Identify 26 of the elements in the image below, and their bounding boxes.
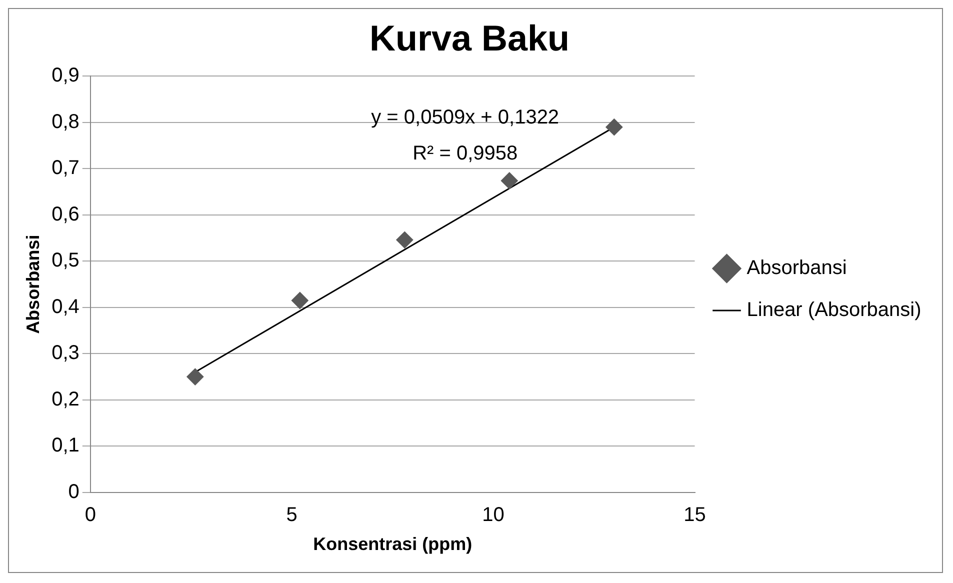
y-tick-label: 0,7 <box>52 157 80 180</box>
x-tick-label: 0 <box>84 504 96 526</box>
y-tick-label: 0,4 <box>52 296 80 318</box>
y-axis-title: Absorbansi <box>22 234 43 334</box>
legend-label: Linear (Absorbansi) <box>746 299 922 322</box>
y-tick-label: 0,6 <box>52 203 80 226</box>
annotation: y = 0,0509x + 0,1322 <box>371 106 560 129</box>
x-tick-label: 5 <box>286 504 298 526</box>
y-tick-label: 0,2 <box>52 388 80 410</box>
x-tick-label: 15 <box>684 504 706 526</box>
y-tick-label: 0,5 <box>52 250 80 272</box>
y-tick-label: 0,8 <box>52 110 80 133</box>
chart-title: Kurva Baku <box>369 18 570 59</box>
point <box>291 292 308 309</box>
y-tick-label: 0,3 <box>52 342 80 364</box>
point <box>606 118 623 136</box>
y-tick-label: 0,9 <box>52 64 80 87</box>
x-tick-label: 10 <box>482 504 504 526</box>
annotation: R² = 0,9958 <box>412 142 518 165</box>
point <box>500 172 518 190</box>
point <box>186 368 204 386</box>
y-tick-label: 0 <box>68 480 80 503</box>
y-tick-label: 0,1 <box>52 434 80 457</box>
x-axis-title: Konsentrasi (ppm) <box>313 534 472 554</box>
legend-label: Absorbansi <box>746 257 847 280</box>
point <box>396 231 414 248</box>
